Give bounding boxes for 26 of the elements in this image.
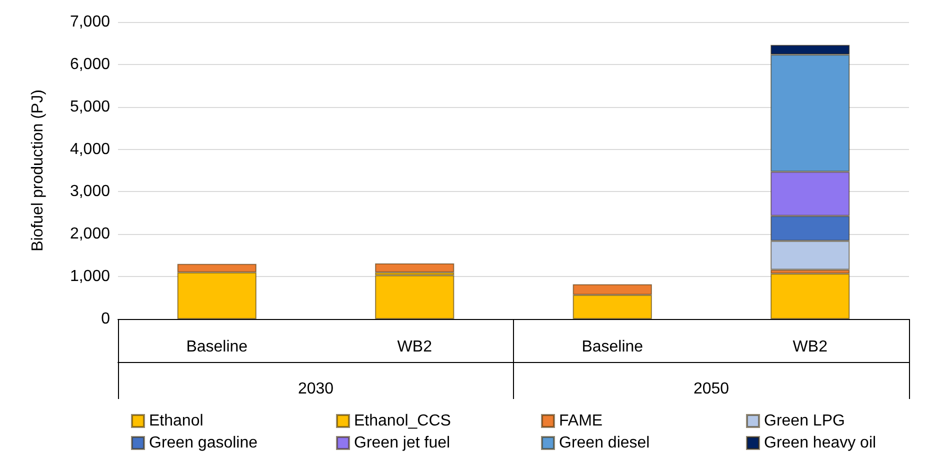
y-tick-label: 4,000 (70, 140, 110, 158)
x-tick-label: Baseline (582, 338, 644, 356)
x-tick-label: WB2 (397, 338, 432, 356)
bar (375, 263, 454, 272)
text: 2050 (693, 380, 730, 398)
y-tick-label: 6,000 (70, 56, 110, 73)
legend-label: Ethanol (149, 412, 204, 430)
y-tick-label: 1,000 (70, 268, 110, 286)
legend-label: Green gasoline (149, 434, 258, 452)
bar (770, 274, 850, 319)
legend-label: Green diesel (559, 434, 650, 452)
y-tick-label: 7,000 (70, 14, 110, 30)
legend-label: Ethanol_CCS (354, 412, 451, 430)
y-tick-label: 5,000 (70, 98, 110, 116)
x-tick-label: WB2 (792, 338, 828, 356)
legend-label: Green heavy oil (764, 434, 876, 452)
text: 2030 (298, 380, 334, 398)
legend-label: Green LPG (764, 412, 845, 430)
y-axis-title: Biofuel production (PJ) (30, 90, 46, 252)
y-tick-label: 3,000 (70, 183, 110, 200)
y-tick-label: 2,000 (70, 226, 110, 243)
legend-label: Green jet fuel (354, 434, 450, 452)
legend-label: FAME (559, 412, 603, 430)
y-tick-label: 0 (101, 310, 110, 328)
bar (375, 275, 454, 319)
x-tick-label: Baseline (186, 338, 248, 356)
